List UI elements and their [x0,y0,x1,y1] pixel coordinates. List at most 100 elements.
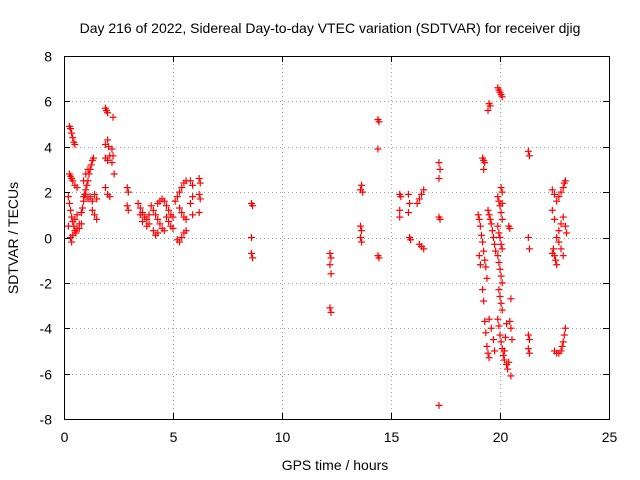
data-point [145,211,153,219]
data-point [435,401,443,409]
data-point [495,286,503,294]
data-point [80,177,88,185]
data-point [559,184,567,192]
data-point [68,129,76,137]
y-tick-label: 4 [44,140,52,156]
data-point [494,252,502,260]
data-point [551,190,558,198]
data-point [496,265,504,273]
data-point [86,193,94,201]
gridlines [64,56,609,419]
data-point [484,106,492,114]
data-point [169,213,177,221]
data-point [396,213,404,221]
data-point [101,184,109,192]
data-point [486,102,494,110]
data-point [169,224,177,232]
data-point [91,211,99,219]
data-point [498,279,506,287]
data-point [182,215,190,223]
data-point [176,188,184,196]
data-point [496,292,504,300]
data-point [418,190,426,198]
data-point [147,202,155,210]
data-point [480,165,488,173]
data-point [548,206,556,214]
data-point [178,234,186,241]
x-tick-label: 25 [602,429,618,445]
data-point [562,229,570,237]
data-point [504,365,512,373]
data-point [136,211,144,219]
data-point [162,202,170,210]
data-point [483,342,491,350]
data-point [489,234,497,241]
data-point [178,209,186,217]
data-point [154,229,162,237]
data-point [374,145,382,153]
data-point [64,222,72,230]
data-point [247,249,255,257]
data-point [106,152,114,160]
data-point [171,197,179,205]
data-point [548,186,556,194]
data-point [356,234,364,241]
data-point [356,222,364,230]
data-point [495,258,503,266]
data-point [524,331,532,339]
data-point [160,197,168,205]
data-point [479,238,487,246]
data-point [404,190,412,198]
x-axis-label: GPS time / hours [282,457,389,473]
data-point [495,322,503,330]
data-point [165,206,173,214]
data-point [557,220,565,228]
data-point [69,231,77,239]
data-point [553,261,561,269]
data-point [497,209,505,217]
data-point [88,197,96,205]
data-point [557,347,565,355]
data-point [486,215,494,223]
data-point [494,222,502,230]
data-point [487,220,495,228]
data-point [552,256,560,264]
data-point [498,215,506,223]
data-point [420,245,428,253]
data-point [375,254,383,262]
data-point [165,218,173,226]
data-point [149,206,157,214]
data-point [68,238,76,246]
data-point [136,204,144,212]
data-point [498,306,506,314]
data-point [195,175,203,183]
data-point [73,211,81,219]
data-point [173,193,181,201]
data-point [195,209,203,217]
data-point [69,134,77,142]
y-tick-label: -4 [40,321,53,337]
data-point [553,234,561,241]
x-tick-label: 10 [275,429,291,445]
data-point [480,297,488,305]
data-point [555,227,563,235]
data-point [71,140,79,148]
data-point [65,199,73,207]
data-point [186,177,194,185]
y-tick-label: -2 [40,276,53,292]
x-tick-label: 20 [493,429,509,445]
data-point [507,295,515,303]
data-point [88,206,96,214]
data-point [77,209,85,217]
data-point [75,224,83,232]
data-point [104,136,112,144]
data-point [491,347,499,355]
data-point [143,222,151,230]
data-point [189,211,197,219]
data-point [358,181,366,189]
data-point [123,184,131,192]
data-point [73,184,81,192]
data-point [501,333,509,341]
data-point [154,215,162,223]
data-point [67,206,75,214]
